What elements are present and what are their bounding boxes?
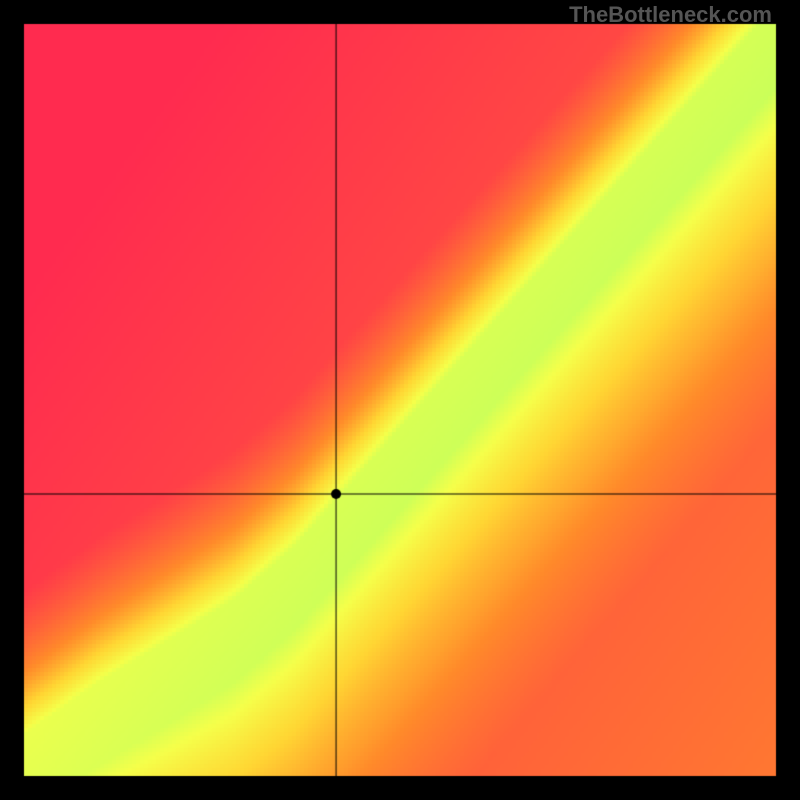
bottleneck-heatmap xyxy=(0,0,800,800)
chart-container: TheBottleneck.com xyxy=(0,0,800,800)
watermark-text: TheBottleneck.com xyxy=(569,2,772,28)
